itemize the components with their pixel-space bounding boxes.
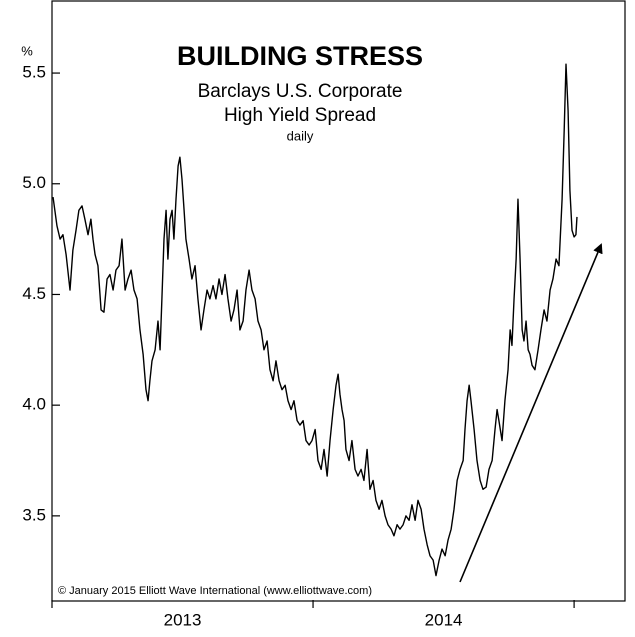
- x-tick-label: 2013: [164, 610, 202, 629]
- x-tick-label: 2014: [425, 610, 463, 629]
- plot-frame: [51, 0, 626, 602]
- frequency-note: daily: [287, 128, 314, 143]
- copyright: © January 2015 Elliott Wave Internationa…: [58, 585, 372, 597]
- spread-line: [52, 63, 578, 577]
- y-tick-label: 3.5: [22, 505, 46, 524]
- y-tick-label: 5.0: [22, 173, 46, 192]
- y-tick-label: 5.5: [22, 63, 46, 82]
- chart-subtitle: High Yield Spread: [224, 105, 376, 126]
- y-tick-label: 4.5: [22, 284, 46, 303]
- chart-title: BUILDING STRESS: [177, 41, 423, 71]
- y-tick-label: 4.0: [22, 395, 46, 414]
- trend-arrow: [459, 243, 603, 583]
- chart-subtitle: Barclays U.S. Corporate: [198, 81, 403, 102]
- y-unit: %: [21, 43, 33, 58]
